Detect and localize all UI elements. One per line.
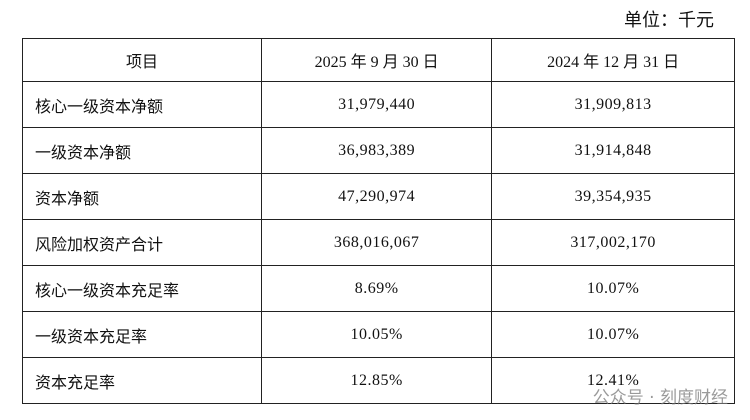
watermark: 公众号 · 刻度财经 bbox=[592, 388, 728, 408]
row-label: 核心一级资本净额 bbox=[22, 81, 262, 128]
table-row: 一级资本充足率 10.05% 10.07% bbox=[22, 311, 735, 358]
cell-value: 12.41% bbox=[491, 357, 735, 404]
cell-value: 10.07% bbox=[491, 311, 735, 358]
row-label: 一级资本净额 bbox=[22, 127, 262, 174]
row-label: 一级资本充足率 bbox=[22, 311, 262, 358]
cell-value: 47,290,974 bbox=[260, 173, 493, 220]
column-header: 项目 bbox=[22, 38, 262, 82]
cell-value: 31,979,440 bbox=[260, 81, 493, 128]
cell-value: 10.07% bbox=[491, 265, 735, 312]
row-label: 资本净额 bbox=[22, 173, 262, 220]
column-header: 2025 年 9 月 30 日 bbox=[260, 38, 493, 82]
cell-value: 39,354,935 bbox=[491, 173, 735, 220]
table-row: 一级资本净额 36,983,389 31,914,848 bbox=[22, 127, 735, 174]
table-row: 核心一级资本净额 31,979,440 31,909,813 bbox=[22, 81, 735, 128]
table-body: 核心一级资本净额 31,979,440 31,909,813 一级资本净额 36,983… bbox=[22, 81, 735, 404]
capital-table: 项目 2025 年 9 月 30 日 2024 年 12 月 31 日 核心一级资本… bbox=[22, 38, 735, 404]
table-row: 资本净额 47,290,974 39,354,935 bbox=[22, 173, 735, 220]
cell-value: 31,914,848 bbox=[491, 127, 735, 174]
table-row: 核心一级资本充足率 8.69% 10.07% bbox=[22, 265, 735, 312]
cell-value: 368,016,067 bbox=[260, 219, 493, 266]
cell-value: 10.05% bbox=[260, 311, 493, 358]
row-label: 核心一级资本充足率 bbox=[22, 265, 262, 312]
cell-value: 317,002,170 bbox=[491, 219, 735, 266]
unit-label: 单位：千元 bbox=[624, 10, 714, 30]
cell-value: 31,909,813 bbox=[491, 81, 735, 128]
header-row: 项目 2025 年 9 月 30 日 2024 年 12 月 31 日 bbox=[22, 38, 735, 82]
cell-value: 36,983,389 bbox=[260, 127, 493, 174]
row-label: 资本充足率 bbox=[22, 357, 262, 404]
table-row: 风险加权资产合计 368,016,067 317,002,170 bbox=[22, 219, 735, 266]
cell-value: 8.69% bbox=[260, 265, 493, 312]
cell-value: 12.85% bbox=[260, 357, 493, 404]
row-label: 风险加权资产合计 bbox=[22, 219, 262, 266]
column-header: 2024 年 12 月 31 日 bbox=[491, 38, 735, 82]
table-row: 资本充足率 12.85% 12.41% bbox=[22, 357, 735, 404]
